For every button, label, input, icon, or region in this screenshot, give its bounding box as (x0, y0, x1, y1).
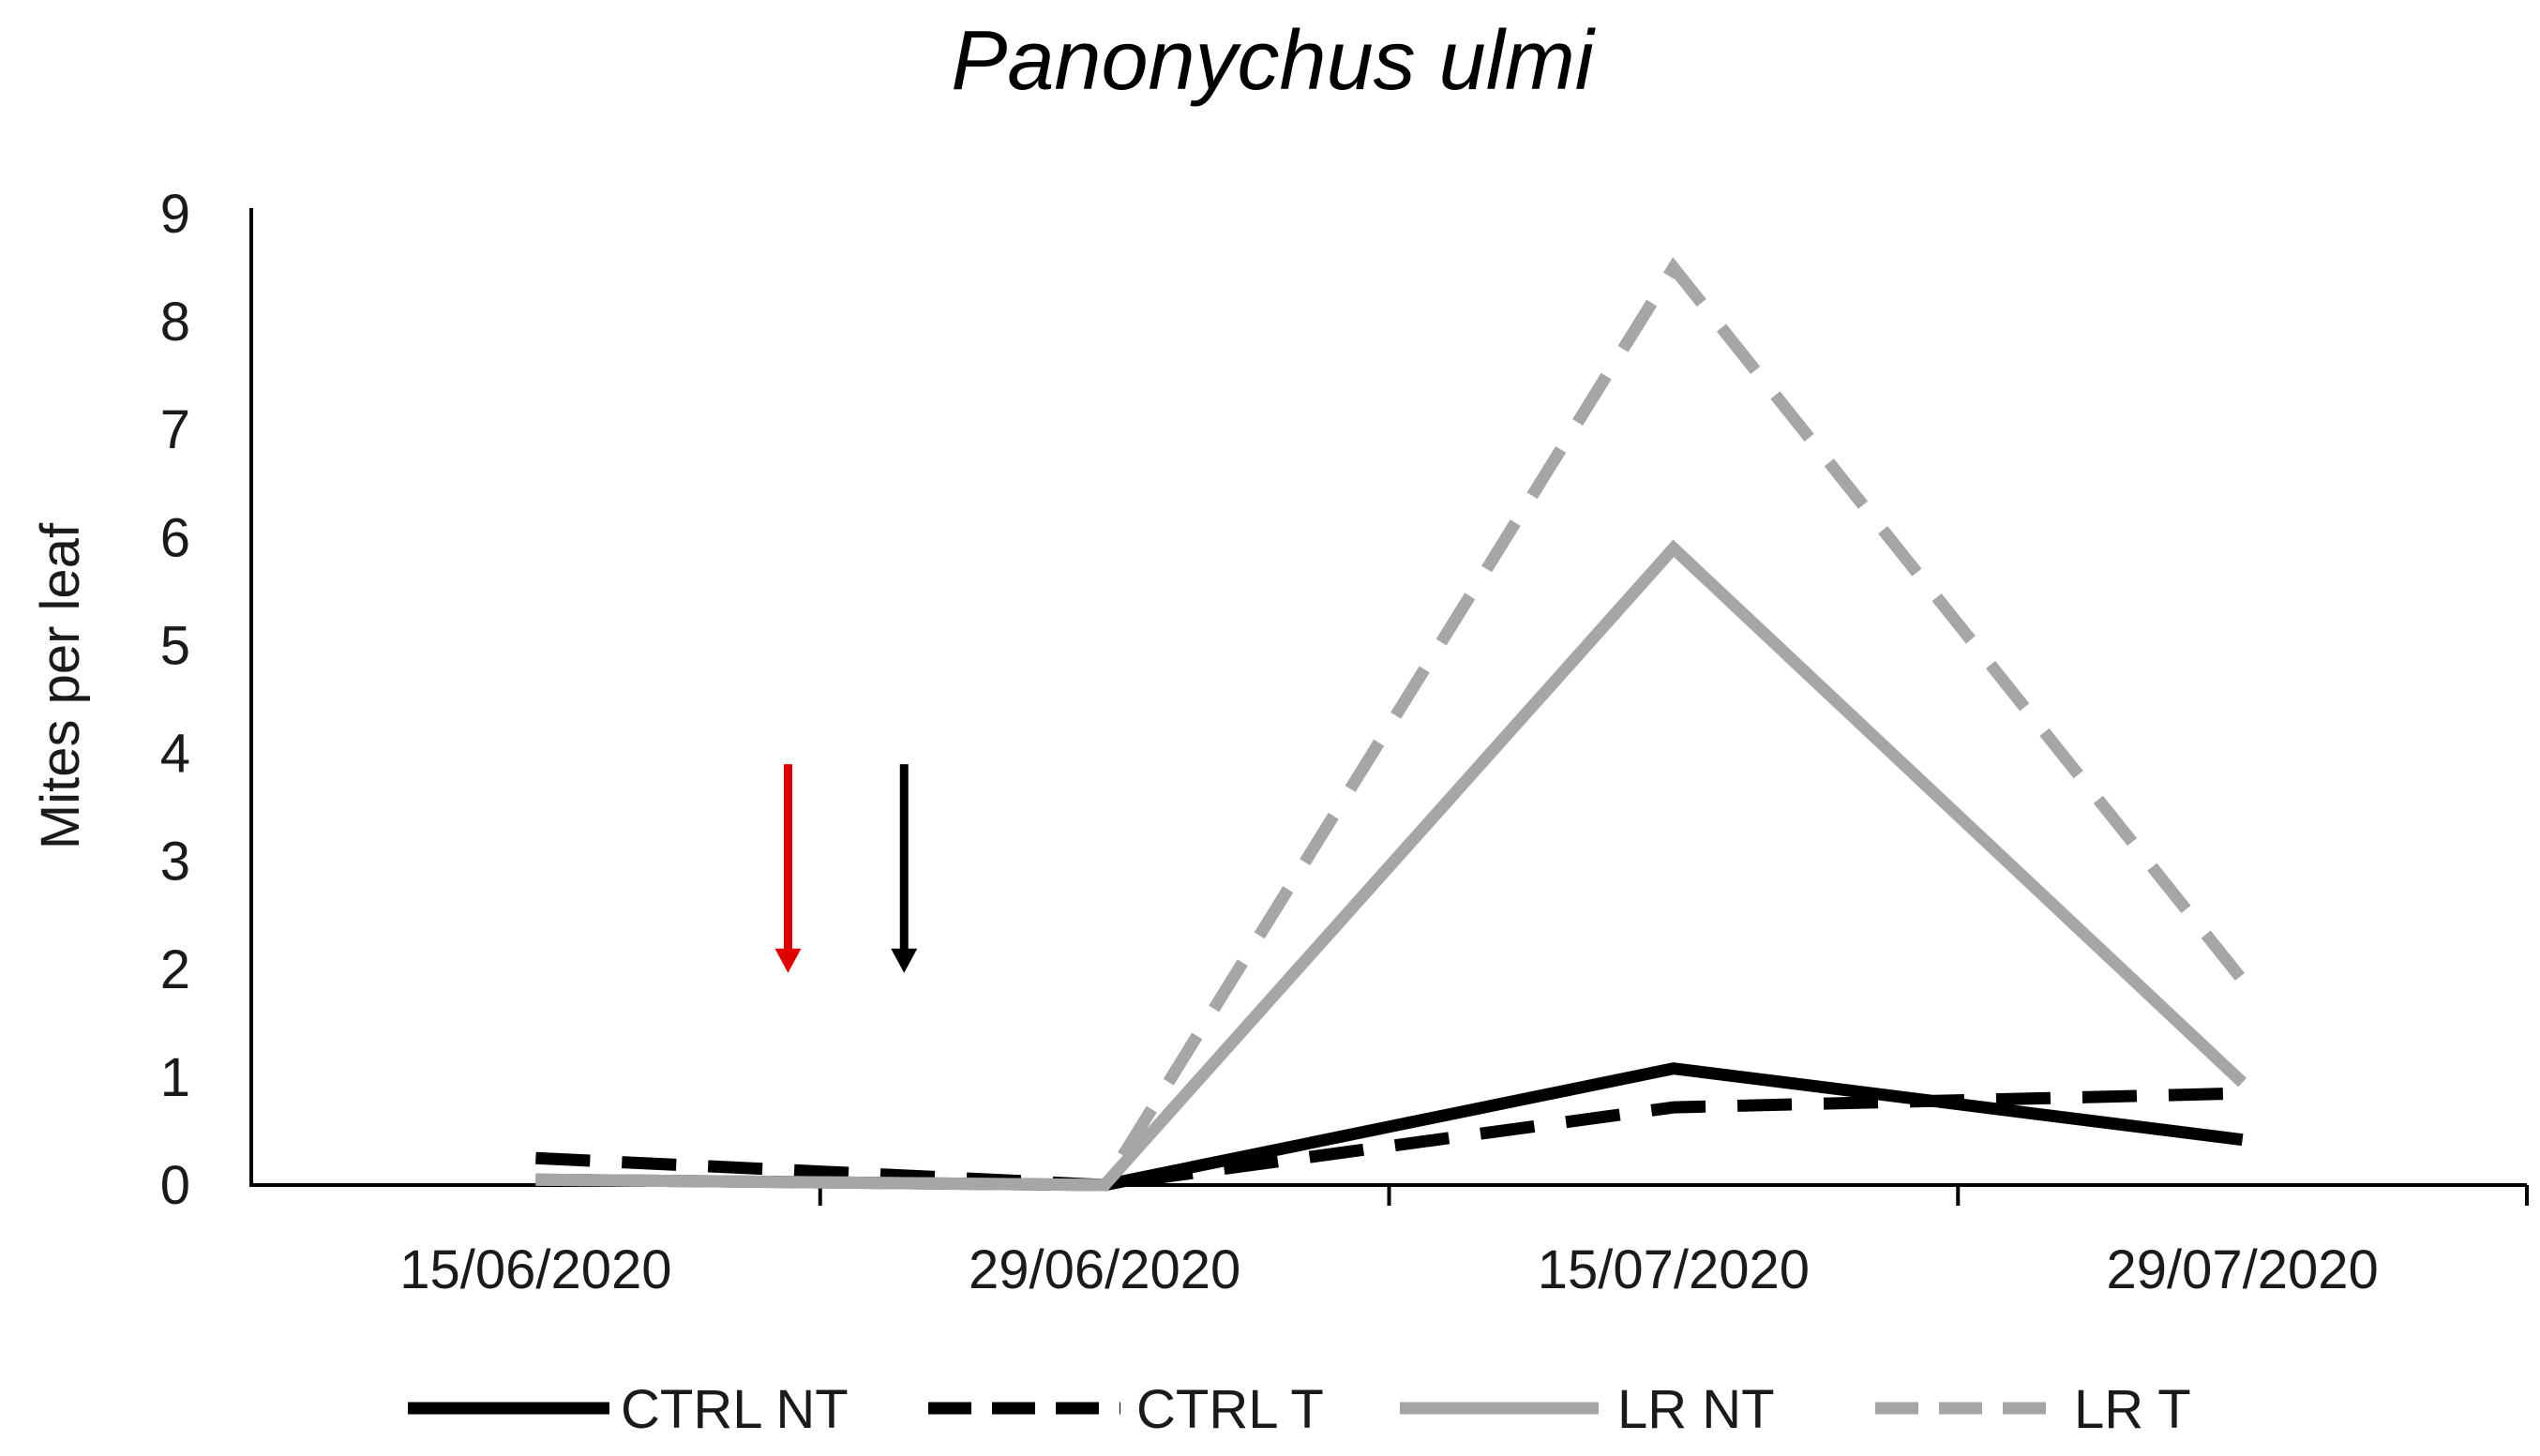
annotation-arrow (891, 764, 918, 973)
annotation-arrow-head (774, 948, 802, 973)
plot-area: 0 1 2 3 4 5 6 7 8 9 15/06/2020 29/06/2020 15/07/2020… (160, 184, 2529, 1300)
y-tick-label: 2 (160, 939, 190, 1000)
y-tick-label: 5 (160, 615, 190, 676)
legend-item: LR T (1875, 1379, 2191, 1440)
legend-label: LR NT (1617, 1379, 1775, 1440)
series-line-lr-t (535, 257, 2247, 1192)
legend-item: CTRL NT (408, 1379, 849, 1440)
legend-item: LR NT (1400, 1379, 1775, 1440)
chart-title: Panonychus ulmi (951, 14, 1596, 108)
y-tick-label: 1 (160, 1047, 190, 1108)
legend-item: CTRL T (928, 1379, 1324, 1440)
x-tick-label: 29/06/2020 (969, 1239, 1240, 1300)
legend: CTRL NT CTRL T LR NT LR T (408, 1379, 2191, 1440)
legend-label: LR T (2074, 1379, 2191, 1440)
y-tick-label: 7 (160, 399, 190, 460)
y-tick-label: 8 (160, 292, 190, 353)
y-axis-label: Mites per leaf (30, 522, 91, 849)
x-tick-label: 15/06/2020 (399, 1239, 671, 1300)
y-tick-label: 6 (160, 507, 190, 568)
y-tick-label: 4 (160, 724, 190, 785)
series-line-ctrl-nt (535, 1062, 2244, 1192)
y-tick-label: 0 (160, 1155, 190, 1216)
legend-label: CTRL T (1136, 1379, 1324, 1440)
y-tick-label: 3 (160, 832, 190, 893)
x-tick-label: 29/07/2020 (2106, 1239, 2378, 1300)
annotation-arrow (774, 764, 802, 973)
x-tick-label: 15/07/2020 (1538, 1239, 1810, 1300)
annotation-arrow-head (891, 948, 918, 973)
legend-label: CTRL NT (621, 1379, 849, 1440)
y-tick-label: 9 (160, 184, 190, 245)
series-line-ctrl-t (535, 1087, 2243, 1192)
